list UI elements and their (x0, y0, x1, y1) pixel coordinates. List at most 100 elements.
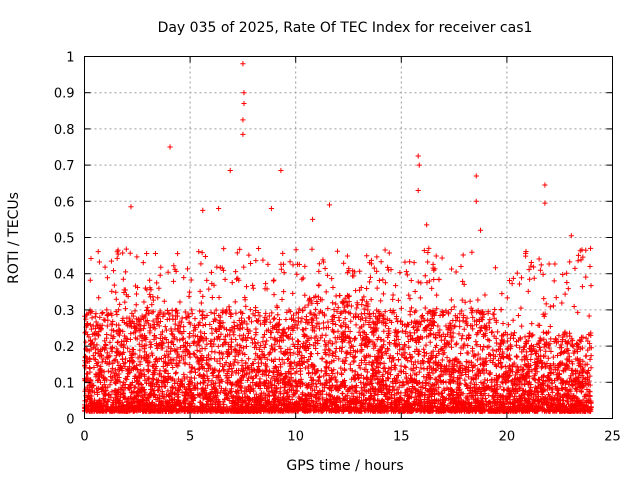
data-point (111, 370, 117, 376)
data-point (242, 391, 248, 397)
data-point (541, 295, 547, 302)
data-point (509, 385, 516, 391)
data-point (534, 341, 540, 347)
data-point (323, 341, 329, 348)
data-point (186, 313, 192, 320)
data-point (519, 323, 525, 329)
data-point (246, 356, 252, 362)
data-point (543, 348, 549, 354)
data-point (475, 351, 481, 357)
data-point (514, 270, 520, 276)
data-point (421, 373, 427, 380)
data-point (239, 362, 245, 369)
data-point (356, 362, 362, 369)
data-point (171, 391, 178, 397)
data-point (458, 263, 464, 270)
data-point (564, 270, 570, 276)
data-point (583, 274, 589, 280)
data-point (96, 295, 102, 301)
data-point (233, 370, 239, 376)
data-point (104, 323, 110, 329)
data-point (387, 353, 393, 359)
data-point (120, 276, 126, 282)
data-point (342, 367, 348, 374)
data-point (247, 260, 254, 267)
data-point (88, 255, 94, 262)
data-point (262, 341, 269, 347)
data-point (317, 296, 324, 303)
data-point (129, 379, 135, 386)
data-point (420, 360, 426, 366)
data-point (274, 304, 280, 311)
data-point (350, 268, 356, 274)
data-point (255, 340, 261, 346)
data-point (493, 319, 499, 325)
data-point (410, 362, 417, 368)
data-point (431, 276, 437, 283)
data-point (342, 396, 348, 402)
data-point (233, 276, 240, 282)
data-point (558, 342, 564, 348)
data-point (530, 332, 536, 338)
data-point (157, 318, 164, 325)
data-point (361, 366, 367, 373)
data-point (164, 316, 170, 323)
data-point (421, 346, 427, 352)
data-point (378, 298, 384, 304)
data-point (421, 318, 427, 324)
data-point (108, 258, 115, 264)
data-point (144, 358, 150, 364)
data-point (154, 345, 160, 352)
data-point (339, 339, 345, 345)
data-point (123, 338, 130, 345)
data-point (257, 313, 263, 319)
data-point (366, 279, 373, 285)
data-point (250, 282, 256, 288)
data-point (491, 383, 498, 389)
data-point (532, 384, 538, 390)
data-point (235, 387, 241, 393)
data-point (218, 389, 224, 395)
data-point (157, 272, 163, 278)
data-point (306, 335, 312, 341)
data-point (417, 295, 423, 301)
data-point (275, 312, 281, 318)
data-point (208, 269, 215, 276)
data-point (295, 315, 301, 321)
data-point (170, 278, 177, 284)
data-point (507, 356, 513, 362)
data-point (173, 369, 179, 375)
data-point (204, 277, 210, 283)
data-point (162, 324, 168, 330)
data-point (181, 374, 187, 380)
data-point (181, 324, 187, 330)
data-point (273, 326, 280, 332)
data-point (313, 293, 319, 299)
data-point (346, 299, 352, 305)
data-point (179, 315, 185, 321)
data-point (342, 328, 348, 335)
data-point (436, 276, 442, 282)
data-point (103, 341, 109, 348)
data-point (567, 375, 573, 381)
data-point (176, 387, 182, 393)
data-point (382, 309, 388, 315)
data-point (546, 365, 552, 371)
data-point (309, 300, 315, 306)
data-point (287, 331, 294, 337)
data-point (386, 325, 392, 332)
data-point (234, 350, 240, 356)
data-point (447, 380, 454, 386)
data-point (141, 367, 147, 373)
data-point (334, 309, 340, 315)
data-point (132, 283, 139, 289)
data-point (314, 368, 320, 374)
data-point (586, 313, 592, 319)
data-point (499, 291, 505, 297)
data-point (271, 316, 277, 322)
data-point (555, 388, 562, 394)
data-point (425, 317, 431, 323)
data-point (255, 309, 261, 316)
data-point (498, 333, 505, 339)
data-point (528, 351, 534, 358)
